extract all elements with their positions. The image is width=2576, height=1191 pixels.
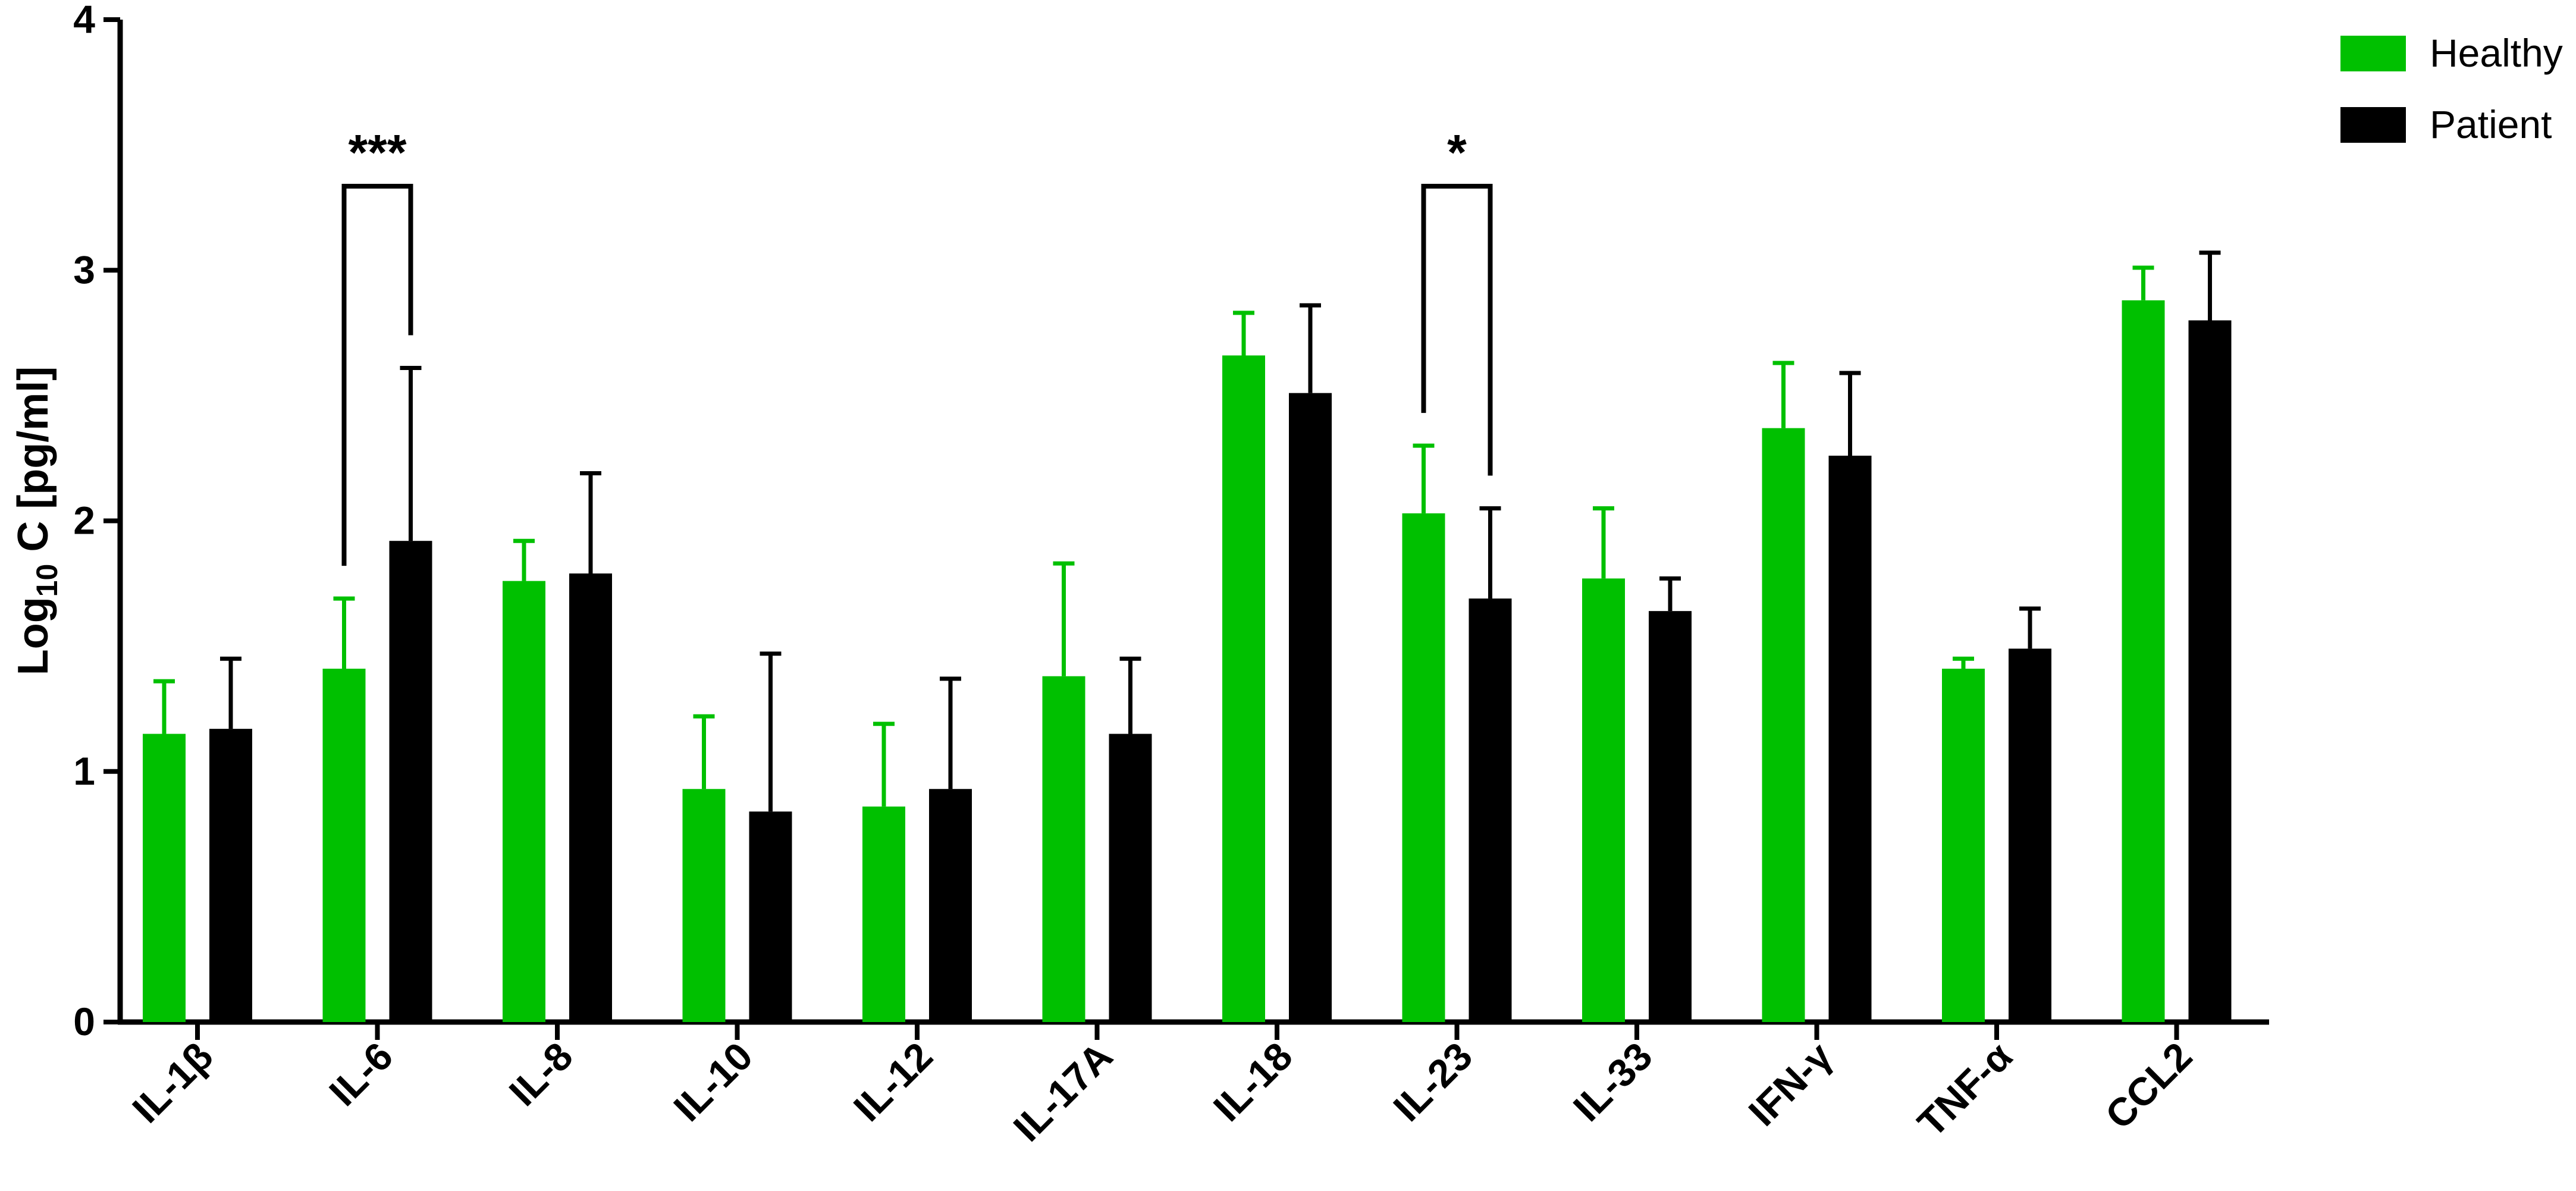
x-tick-label: IL-8: [501, 1034, 581, 1114]
y-ticks: 0 1 2 3 4: [73, 0, 120, 1043]
y-tick-label: 2: [73, 499, 95, 543]
x-tick-label: IL-23: [1385, 1034, 1480, 1130]
bar-healthy-4: [862, 806, 905, 1022]
bar-patient-0: [209, 729, 252, 1022]
bar-healthy-11: [2122, 300, 2165, 1022]
bar-patient-9: [1828, 455, 1872, 1022]
legend-swatch-patient: [2340, 107, 2406, 143]
y-axis-label: Log10 C [pg/ml]: [10, 366, 64, 676]
bar-healthy-9: [1762, 428, 1805, 1022]
bar-healthy-8: [1582, 578, 1625, 1022]
bar-healthy-6: [1222, 355, 1265, 1022]
y-axis-label-text: Log: [10, 597, 57, 675]
x-tick-label: IFN-γ: [1740, 1033, 1840, 1134]
bar-patient-6: [1289, 393, 1332, 1022]
y-axis-label-unit: C [pg/ml]: [10, 366, 57, 564]
significance-label: *: [1447, 124, 1467, 180]
bar-healthy-1: [322, 669, 366, 1022]
bar-healthy-3: [682, 789, 726, 1022]
bar-patient-7: [1469, 598, 1512, 1022]
significance-label: ***: [348, 124, 406, 180]
bar-patient-11: [2188, 320, 2232, 1022]
y-axis-label-subscript: 10: [30, 564, 64, 597]
bar-patient-2: [569, 573, 612, 1022]
legend-label-healthy: Healthy: [2430, 31, 2563, 75]
bar-healthy-7: [1402, 513, 1445, 1022]
x-tick-label: IL-33: [1565, 1034, 1661, 1130]
bar-patient-4: [929, 789, 972, 1022]
legend: Healthy Patient: [2340, 31, 2563, 146]
legend-swatch-healthy: [2340, 36, 2406, 71]
bar-patient-10: [2009, 648, 2051, 1022]
bar-healthy-5: [1042, 676, 1085, 1022]
x-tick-labels: IL-1β IL-6 IL-8 IL-10 IL-12 IL-17A IL-18 IL-23 I…: [124, 1022, 2200, 1150]
x-tick-label: TNF-α: [1909, 1034, 2020, 1145]
bar-patient-3: [749, 811, 792, 1022]
significance-bracket: [341, 184, 413, 566]
x-tick-label: IL-18: [1205, 1034, 1301, 1130]
y-tick-label: 0: [73, 999, 95, 1043]
significance-bracket: [1421, 184, 1493, 476]
bar-patient-8: [1649, 611, 1692, 1022]
x-tick-label: IL-1β: [124, 1034, 221, 1132]
y-tick-label: 4: [73, 0, 95, 41]
y-tick-label: 1: [73, 749, 95, 793]
x-tick-label: IL-12: [845, 1034, 941, 1130]
bar-patient-5: [1109, 734, 1152, 1022]
x-tick-label: IL-10: [665, 1034, 761, 1130]
bar-healthy-0: [143, 734, 186, 1022]
x-tick-label: IL-6: [321, 1034, 401, 1114]
error-bars: [153, 250, 2221, 812]
bar-healthy-2: [503, 581, 545, 1022]
x-tick-label: CCL2: [2097, 1034, 2200, 1137]
x-tick-label: IL-17A: [1005, 1034, 1121, 1150]
bar-patient-1: [389, 541, 432, 1022]
bar-healthy-10: [1942, 669, 1985, 1022]
y-tick-label: 3: [73, 247, 95, 292]
legend-label-patient: Patient: [2430, 102, 2552, 146]
bars: [143, 300, 2232, 1022]
significance-annotations: *** *: [341, 124, 1493, 566]
